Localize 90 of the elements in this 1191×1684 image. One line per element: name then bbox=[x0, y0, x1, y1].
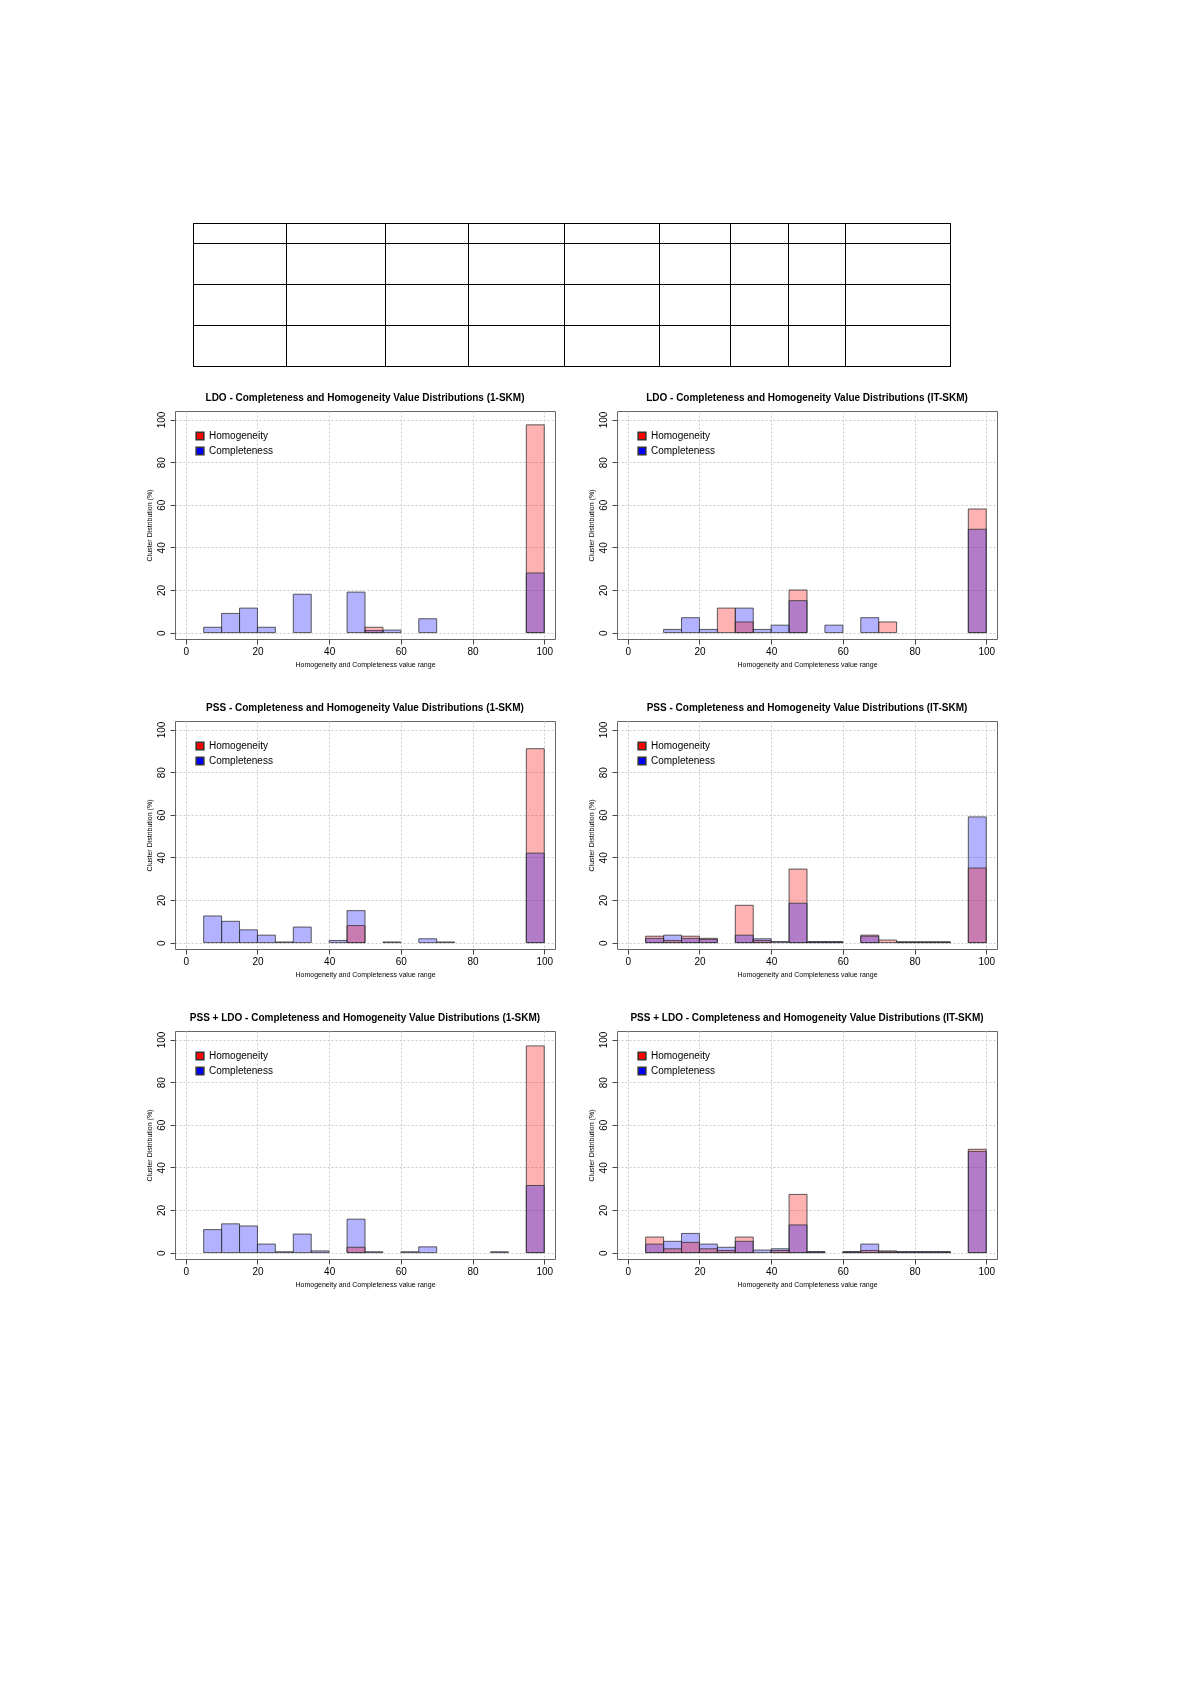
y-tick-label: 100 bbox=[155, 411, 167, 429]
x-tick-label: 80 bbox=[467, 1265, 480, 1277]
y-tick-label: 20 bbox=[155, 1204, 167, 1217]
y-tick-label: 80 bbox=[155, 456, 167, 469]
y-tick-label: 20 bbox=[155, 894, 167, 907]
x-tick-label: 20 bbox=[694, 645, 706, 657]
y-tick-label: 60 bbox=[597, 809, 609, 821]
x-tick-label: 100 bbox=[978, 1265, 996, 1277]
legend-label: Homogeneity bbox=[209, 1050, 268, 1061]
chart-title: LDO - Completeness and Homogeneity Value Distributions (IT-SKM) bbox=[646, 392, 968, 403]
x-tick-label: 40 bbox=[766, 955, 778, 967]
y-tick-label: 80 bbox=[155, 1076, 167, 1089]
x-tick-label: 0 bbox=[625, 1265, 632, 1277]
y-tick-label: 100 bbox=[155, 721, 167, 739]
x-tick-label: 40 bbox=[766, 1265, 778, 1277]
legend-label: Homogeneity bbox=[651, 740, 710, 751]
x-tick-label: 20 bbox=[694, 955, 706, 967]
y-tick-label: 60 bbox=[597, 1119, 609, 1131]
x-tick-label: 80 bbox=[909, 1265, 922, 1277]
y-tick-label: 0 bbox=[155, 1249, 167, 1256]
x-tick-label: 60 bbox=[395, 955, 408, 967]
chart-title: PSS - Completeness and Homogeneity Value Distributions (1-SKM) bbox=[206, 702, 524, 713]
y-tick-label: 40 bbox=[597, 541, 609, 554]
legend-label: Homogeneity bbox=[651, 430, 710, 441]
legend-label: Completeness bbox=[651, 755, 715, 766]
x-tick-label: 20 bbox=[252, 1265, 264, 1277]
chart-title: PSS - Completeness and Homogeneity Value Distributions (IT-SKM) bbox=[646, 702, 968, 713]
x-tick-label: 80 bbox=[467, 645, 480, 657]
y-tick-label: 20 bbox=[597, 1204, 609, 1217]
chart-title: LDO - Completeness and Homogeneity Value Distributions (1-SKM) bbox=[205, 392, 525, 403]
chart-title: PSS + LDO - Completeness and Homogeneity Value Distributions (IT-SKM) bbox=[630, 1012, 984, 1023]
chart-title: PSS + LDO - Completeness and Homogeneity Value Distributions (1-SKM) bbox=[189, 1012, 541, 1023]
y-tick-label: 100 bbox=[597, 721, 609, 739]
y-tick-label: 0 bbox=[597, 629, 609, 636]
y-tick-label: 40 bbox=[155, 851, 167, 864]
legend-label: Completeness bbox=[651, 445, 715, 456]
x-tick-label: 40 bbox=[324, 955, 336, 967]
y-tick-label: 40 bbox=[597, 851, 609, 864]
y-tick-label: 20 bbox=[155, 584, 167, 597]
x-tick-label: 0 bbox=[183, 645, 190, 657]
y-tick-label: 80 bbox=[155, 766, 167, 779]
y-tick-label: 100 bbox=[597, 411, 609, 429]
x-tick-label: 80 bbox=[467, 955, 480, 967]
x-tick-label: 20 bbox=[694, 1265, 706, 1277]
legend-label: Homogeneity bbox=[209, 740, 268, 751]
y-tick-label: 60 bbox=[155, 809, 167, 821]
y-tick-label: 60 bbox=[155, 1119, 167, 1131]
legend-label: Homogeneity bbox=[651, 1050, 710, 1061]
legend-label: Completeness bbox=[209, 755, 273, 766]
y-tick-label: 0 bbox=[597, 939, 609, 946]
y-tick-label: 60 bbox=[597, 499, 609, 511]
y-tick-label: 100 bbox=[155, 1031, 167, 1049]
x-tick-label: 40 bbox=[766, 645, 778, 657]
y-tick-label: 20 bbox=[597, 894, 609, 907]
x-tick-label: 0 bbox=[183, 1265, 190, 1277]
legend-label: Completeness bbox=[651, 1065, 715, 1076]
y-tick-label: 40 bbox=[597, 1161, 609, 1174]
x-tick-label: 100 bbox=[536, 955, 554, 967]
y-tick-label: 0 bbox=[155, 629, 167, 636]
x-tick-label: 60 bbox=[837, 955, 850, 967]
x-tick-label: 0 bbox=[625, 645, 632, 657]
y-tick-label: 100 bbox=[597, 1031, 609, 1049]
x-tick-label: 60 bbox=[395, 1265, 408, 1277]
x-tick-label: 80 bbox=[909, 955, 922, 967]
x-tick-label: 100 bbox=[978, 645, 996, 657]
x-tick-label: 80 bbox=[909, 645, 922, 657]
y-tick-label: 0 bbox=[155, 939, 167, 946]
x-tick-label: 60 bbox=[395, 645, 408, 657]
legend-label: Completeness bbox=[209, 1065, 273, 1076]
x-tick-label: 20 bbox=[252, 955, 264, 967]
x-tick-label: 100 bbox=[536, 1265, 554, 1277]
legend-label: Homogeneity bbox=[209, 430, 268, 441]
x-tick-label: 100 bbox=[536, 645, 554, 657]
y-tick-label: 0 bbox=[597, 1249, 609, 1256]
y-tick-label: 80 bbox=[597, 766, 609, 779]
y-tick-label: 60 bbox=[155, 499, 167, 511]
x-tick-label: 60 bbox=[837, 645, 850, 657]
x-tick-label: 20 bbox=[252, 645, 264, 657]
y-tick-label: 40 bbox=[155, 1161, 167, 1174]
legend-label: Completeness bbox=[209, 445, 273, 456]
y-tick-label: 40 bbox=[155, 541, 167, 554]
x-tick-label: 60 bbox=[837, 1265, 850, 1277]
x-tick-label: 0 bbox=[183, 955, 190, 967]
x-tick-label: 40 bbox=[324, 1265, 336, 1277]
x-tick-label: 0 bbox=[625, 955, 632, 967]
y-tick-label: 80 bbox=[597, 1076, 609, 1089]
y-tick-label: 20 bbox=[597, 584, 609, 597]
x-tick-label: 40 bbox=[324, 645, 336, 657]
y-tick-label: 80 bbox=[597, 456, 609, 469]
x-tick-label: 100 bbox=[978, 955, 996, 967]
